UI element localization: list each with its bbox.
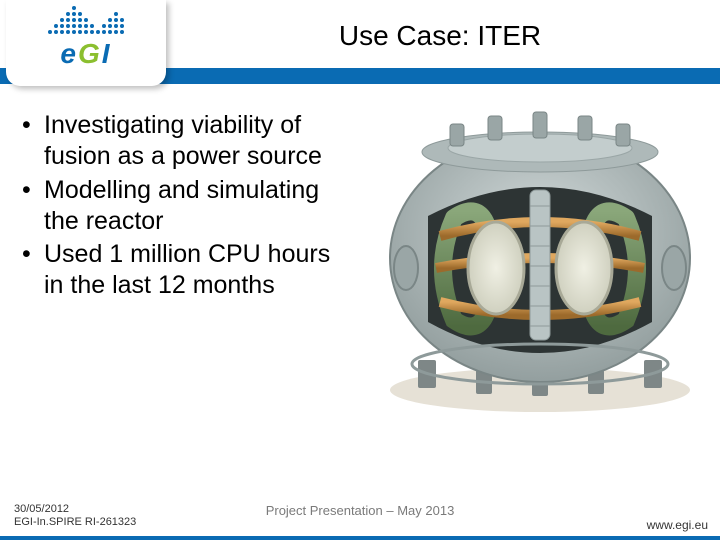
bullet-item: Investigating viability of fusion as a p…	[44, 110, 350, 173]
reactor-illustration-icon	[380, 108, 700, 418]
footer-ref: EGI-In.SPIRE RI-261323	[14, 516, 136, 530]
title-strip: Use Case: ITER	[160, 6, 720, 66]
footer: 30/05/2012 EGI-In.SPIRE RI-261323 Projec…	[0, 488, 720, 540]
logo-letter-i: I	[102, 38, 112, 69]
bullet-list: Investigating viability of fusion as a p…	[0, 104, 360, 484]
bullet-item: Modelling and simulating the reactor	[44, 175, 350, 238]
slide: Use Case: ITER eGI Investigating viabil	[0, 0, 720, 540]
footer-url: www.egi.eu	[647, 518, 708, 532]
footer-center: Project Presentation – May 2013	[0, 503, 720, 518]
bullet-item: Used 1 million CPU hours in the last 12 …	[44, 239, 350, 302]
logo-letter-e: e	[60, 38, 78, 69]
figure	[360, 104, 720, 484]
footer-accent-bar	[0, 536, 720, 540]
slide-title: Use Case: ITER	[339, 20, 541, 52]
logo-text: eGI	[6, 38, 166, 70]
logo-dots-icon	[6, 4, 166, 34]
body: Investigating viability of fusion as a p…	[0, 104, 720, 484]
logo-letter-g: G	[78, 38, 102, 69]
logo: eGI	[6, 0, 166, 86]
